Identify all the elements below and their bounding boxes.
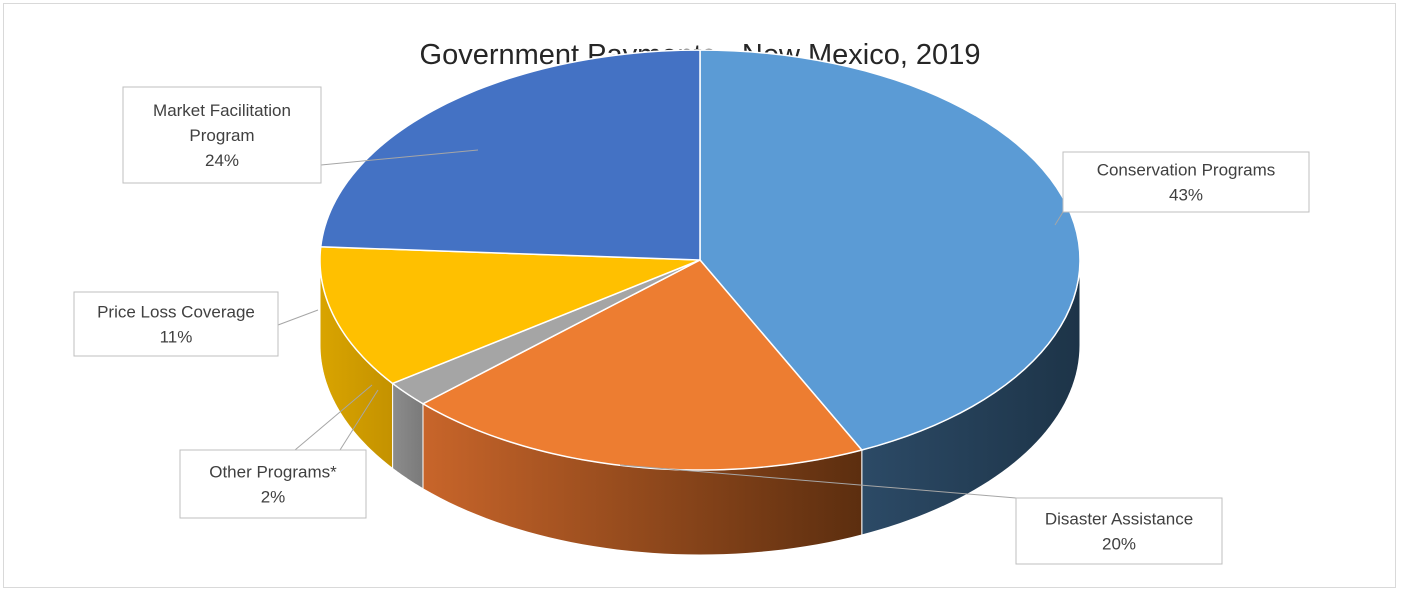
callout-disaster-assistance: Disaster Assistance 20% (1015, 497, 1223, 565)
slice-conservation-programs (699, 49, 1081, 451)
leader-line-other-programs-2 (339, 389, 379, 451)
category-label-disaster-assistance: Disaster Assistance (1045, 510, 1193, 529)
data-label-disaster-assistance: 20% (1102, 535, 1136, 554)
leader-line-market-facilitation-program (320, 149, 479, 166)
leader-line-other-programs (294, 384, 373, 451)
pie-top-faces (319, 49, 1081, 471)
slice-market-facilitation-program (319, 49, 701, 261)
category-label-other-programs: Other Programs* (209, 463, 337, 482)
leader-line-conservation-programs (1054, 211, 1064, 226)
slice-disaster-assistance (421, 259, 864, 471)
data-label-price-loss-coverage: 11% (160, 328, 193, 347)
callout-conservation-programs: Conservation Programs 43% (1062, 151, 1310, 213)
callout-price-loss-coverage: Price Loss Coverage 11% (73, 291, 279, 357)
callout-market-facilitation-program: Market Facilitation Program 24% (122, 86, 322, 184)
leader-line-disaster-assistance (619, 464, 1017, 499)
callout-box-disaster-assistance (1015, 497, 1223, 565)
category-label-price-loss-coverage: Price Loss Coverage (97, 303, 255, 322)
category-label-conservation-programs: Conservation Programs (1097, 161, 1276, 180)
callout-box-price-loss-coverage (73, 291, 279, 357)
slice-other-programs (391, 259, 701, 405)
data-label-conservation-programs: 43% (1169, 186, 1203, 205)
slice-price-loss-coverage (319, 246, 701, 385)
callout-box-market-facilitation-program (122, 86, 322, 184)
data-label-market-facilitation-program: 24% (205, 151, 239, 170)
category-label-market-facilitation-program: Market Facilitation (153, 101, 291, 120)
category-label-market-facilitation-program: Program (189, 126, 254, 145)
callout-box-other-programs (179, 449, 367, 519)
leader-line-price-loss-coverage (277, 309, 319, 326)
callout-box-conservation-programs (1062, 151, 1310, 213)
data-label-callouts: Conservation Programs 43% Disaster Assista… (73, 86, 1310, 565)
callout-other-programs: Other Programs* 2% (179, 449, 367, 519)
leader-lines (277, 149, 1064, 499)
data-label-other-programs: 2% (261, 488, 286, 507)
